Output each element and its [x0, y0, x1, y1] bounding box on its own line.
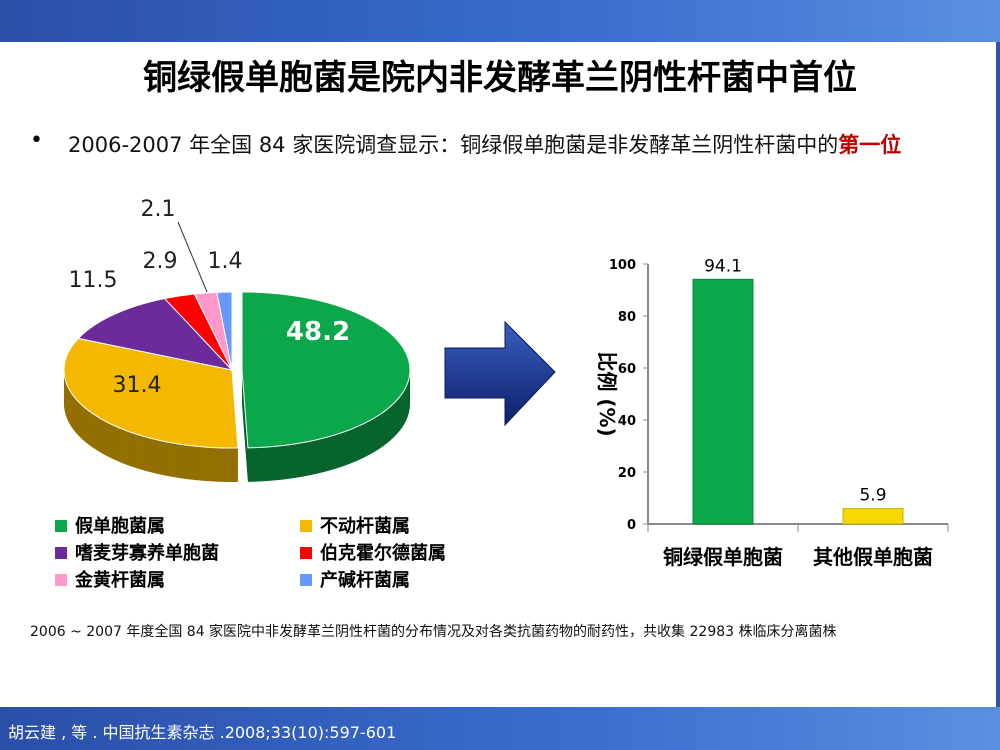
slide-title: 铜绿假单胞菌是院内非发酵革兰阴性杆菌中首位	[143, 58, 857, 98]
y-axis-label: 比例 (%)	[595, 351, 619, 436]
legend-swatch	[55, 520, 67, 532]
legend-label: 产碱杆菌属	[320, 570, 410, 591]
bar-data-label: 5.9	[859, 486, 886, 506]
pie-slice	[216, 291, 233, 371]
legend-swatch	[300, 547, 312, 559]
y-tick-label: 80	[618, 310, 636, 325]
y-tick-label: 100	[609, 258, 636, 273]
legend-swatch	[300, 574, 312, 586]
pie-chart: 48.2 31.4 11.5 2.9 2.1 1.4	[63, 197, 411, 482]
pie-slice	[63, 337, 239, 449]
legend-swatch	[300, 520, 312, 532]
legend-item: 金黄杆菌属	[55, 566, 165, 592]
legend-item: 嗜麦芽寡养单胞菌	[55, 539, 219, 565]
legend-item: 假单胞菌属	[55, 512, 165, 538]
pie-slice	[241, 291, 411, 449]
pie-data-label: 11.5	[69, 268, 118, 293]
pie-data-label: 2.9	[143, 249, 178, 274]
x-category-label: 其他假单胞菌	[813, 545, 933, 569]
legend-label: 伯克霍尔德菌属	[320, 543, 446, 564]
bottom-banner: 胡云建 , 等 . 中国抗生素杂志 .2008;33(10):597-601	[0, 707, 1000, 750]
y-tick-label: 0	[627, 518, 636, 533]
arrow-icon	[444, 320, 556, 427]
bar	[692, 278, 754, 525]
citation: 胡云建 , 等 . 中国抗生素杂志 .2008;33(10):597-601	[8, 723, 397, 742]
legend-swatch	[55, 547, 67, 559]
y-tick-label: 60	[618, 362, 636, 377]
legend-label: 不动杆菌属	[320, 516, 410, 537]
footnote: 2006 ~ 2007 年度全国 84 家医院中非发酵革兰阴性杆菌的分布情况及对…	[30, 624, 837, 640]
pie-data-label: 1.4	[208, 249, 243, 274]
y-tick-label: 20	[618, 466, 636, 481]
legend-item: 产碱杆菌属	[300, 566, 410, 592]
bullet-highlight: 第一位	[838, 133, 902, 157]
slide-edge	[996, 42, 1000, 707]
bullet-body: 2006-2007 年全国 84 家医院调查显示：铜绿假单胞菌是非发酵革兰阴性杆…	[68, 133, 839, 157]
legend-label: 假单胞菌属	[75, 516, 165, 537]
legend-label: 嗜麦芽寡养单胞菌	[75, 543, 219, 564]
bar-data-label: 94.1	[704, 256, 742, 276]
top-banner	[0, 0, 1000, 42]
pie-data-label: 31.4	[113, 373, 162, 398]
pie-data-label: 48.2	[286, 317, 350, 347]
pie-slice	[77, 297, 234, 371]
x-category-label: 铜绿假单胞菌	[663, 545, 783, 569]
bullet-text: 2006-2007 年全国 84 家医院调查显示：铜绿假单胞菌是非发酵革兰阴性杆…	[68, 128, 948, 162]
pie-data-label: 2.1	[141, 197, 176, 222]
legend-item: 伯克霍尔德菌属	[300, 539, 446, 565]
bar-chart: 0 20 40 60 80 100 比例 (%) 94.1 铜绿假单胞菌 5.9 其他假单胞菌	[595, 256, 949, 569]
leader-line	[177, 221, 208, 293]
legend-swatch	[55, 574, 67, 586]
bar	[842, 508, 904, 525]
bullet-dot-icon: •	[30, 128, 43, 153]
y-tick-label: 40	[618, 414, 636, 429]
legend-item: 不动杆菌属	[300, 512, 410, 538]
legend-label: 金黄杆菌属	[75, 570, 165, 591]
